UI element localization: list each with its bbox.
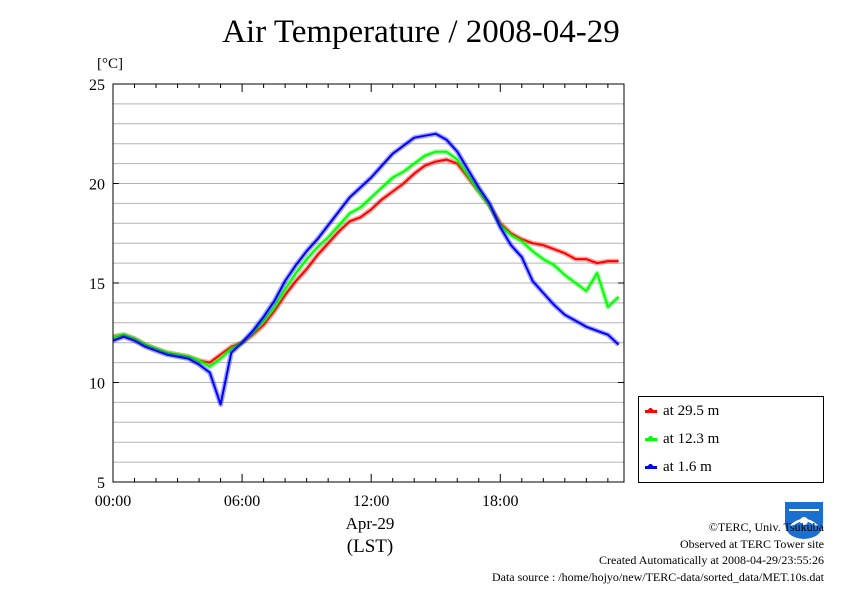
legend-item-1-6m: at 1.6 m (645, 457, 712, 477)
y-tick-label: 25 (89, 77, 105, 94)
legend-label: at 1.6 m (663, 458, 712, 475)
x-tick-label: 00:00 (95, 493, 131, 510)
x-tick-label: 18:00 (482, 493, 518, 510)
series-lines (112, 131, 621, 407)
legend-label: at 29.5 m (663, 402, 720, 419)
legend-item-12-3m: at 12.3 m (645, 429, 719, 449)
legend-swatch-green (645, 435, 657, 441)
source-text: Data source : /home/hojyo/new/TERC-data/… (491, 569, 824, 584)
legend-swatch-red (645, 407, 657, 413)
series-line-2 (112, 132, 620, 406)
series-halo-2 (112, 131, 621, 407)
x-axis-date-label: Apr-29 (345, 514, 395, 533)
y-axis-unit-label: [°C] (97, 56, 123, 72)
credits-block: ©TERC, Univ. Tsukuba Observed at TERC To… (492, 519, 824, 585)
legend-swatch-blue (645, 463, 657, 469)
terc-logo-icon (785, 502, 823, 539)
x-tick-label: 06:00 (224, 493, 260, 510)
grid-lines (113, 103, 624, 463)
y-tick-label: 10 (89, 376, 105, 393)
x-tick-label: 12:00 (353, 493, 389, 510)
series-line-1 (112, 150, 620, 368)
copyright-text: ©TERC, Univ. Tsukuba (708, 520, 824, 534)
legend: at 29.5 m at 12.3 m at 1.6 m (638, 396, 824, 483)
y-tick-label: 20 (89, 177, 105, 194)
observed-text: Observed at TERC Tower site (679, 536, 824, 551)
legend-label: at 12.3 m (663, 430, 720, 447)
axis-ticks: 5 10 15 20 25 00:00 06:00 12:00 18:00 (89, 77, 624, 510)
chart-title: Air Temperature / 2008-04-29 (222, 14, 620, 50)
legend-item-29-5m: at 29.5 m (645, 401, 719, 421)
created-text: Created Automatically at 2008-04-29/23:5… (599, 553, 824, 567)
y-tick-label: 5 (97, 475, 105, 492)
x-axis-label: (LST) (346, 536, 394, 557)
y-tick-label: 15 (89, 276, 105, 293)
